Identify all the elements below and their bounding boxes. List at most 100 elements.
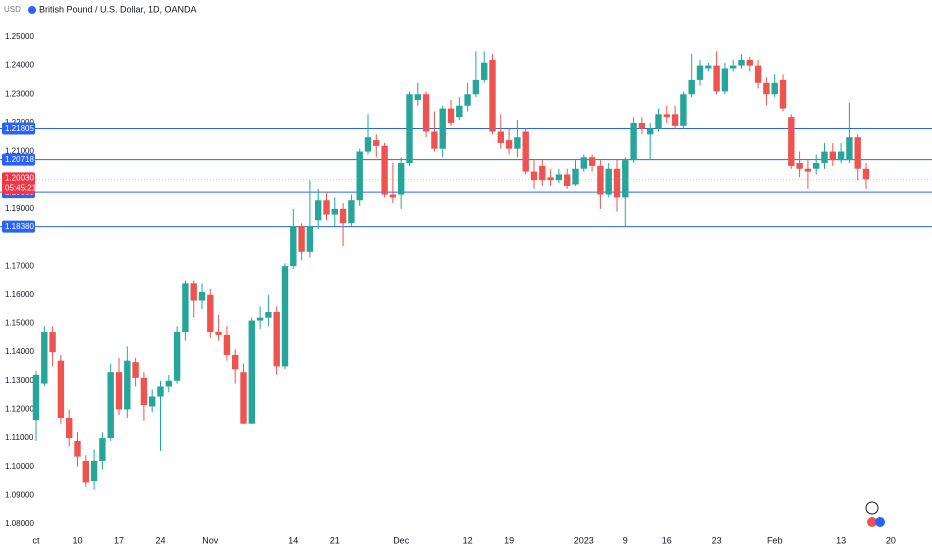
candle-body	[273, 311, 280, 367]
countdown: 05:45:21	[5, 183, 37, 192]
y-tick-label: 1.13000	[5, 376, 34, 385]
candle-body	[829, 151, 836, 161]
candle-body	[431, 131, 438, 149]
candle-body	[613, 168, 621, 198]
candle-body	[539, 165, 546, 181]
candle-body	[837, 151, 845, 161]
candle-body	[41, 332, 48, 384]
candle-body	[763, 82, 770, 95]
y-tick-label: 1.14000	[5, 347, 34, 356]
candle-body	[232, 354, 239, 370]
x-tick-label: Feb	[767, 535, 783, 545]
candle-body	[157, 386, 164, 397]
candle-body	[630, 122, 637, 161]
candle-body	[190, 283, 197, 301]
candle-body	[497, 131, 504, 143]
price-label-box	[2, 220, 35, 233]
y-tick-label: 1.24000	[5, 61, 34, 70]
y-tick-label: 1.08000	[5, 519, 34, 528]
x-tick-label: 24	[155, 535, 165, 545]
candle-body	[149, 396, 156, 407]
flag-icon[interactable]	[875, 517, 885, 527]
candle-body	[522, 131, 529, 172]
candle-body	[406, 94, 413, 164]
candle-body	[414, 94, 421, 100]
y-tick-label: 1.19000	[5, 204, 34, 213]
candle-body	[306, 226, 314, 252]
price-label: 1.20718	[5, 155, 34, 164]
y-tick-label: 1.25000	[5, 32, 34, 41]
candle-body	[140, 377, 148, 406]
candle-body	[132, 362, 139, 378]
x-tick-label: 17	[114, 535, 124, 545]
candle-body	[173, 332, 181, 381]
candle-body	[182, 283, 189, 333]
candle-body	[647, 128, 654, 135]
x-tick-label: Dec	[393, 535, 410, 545]
plot: 1.250001.240001.230001.220001.210001.190…	[0, 32, 932, 545]
candle-body	[754, 65, 762, 83]
candle-body	[505, 140, 513, 149]
candle-body	[705, 65, 712, 69]
candle-body	[240, 372, 247, 424]
candle-body	[356, 151, 363, 201]
event-icon[interactable]	[865, 501, 879, 515]
x-tick-label: ct	[32, 535, 40, 545]
candle-body	[638, 122, 646, 129]
x-tick-label: 16	[662, 535, 672, 545]
y-tick-label: 1.17000	[5, 261, 34, 270]
y-tick-label: 1.23000	[5, 89, 34, 98]
candle-body	[364, 137, 372, 152]
candle-body	[315, 200, 322, 221]
y-tick-label: 1.15000	[5, 319, 34, 328]
candle-body	[489, 59, 496, 132]
candle-body	[223, 334, 231, 355]
candle-body	[66, 417, 73, 439]
chart-title: British Pound / U.S. Dollar, 1D, OANDA	[39, 4, 197, 14]
candle-body	[256, 317, 264, 321]
candle-body	[779, 79, 787, 109]
candle-body	[265, 311, 272, 318]
candle-body	[622, 160, 629, 198]
candle-body	[688, 79, 695, 95]
x-tick-label: 20	[886, 535, 896, 545]
x-tick-label: 21	[330, 535, 340, 545]
candle-body	[124, 360, 131, 410]
candle-body	[215, 332, 222, 335]
candle-body	[804, 168, 812, 172]
x-tick-label: Nov	[202, 535, 219, 545]
candle-body	[439, 108, 446, 149]
candle-body	[862, 168, 870, 180]
candle-body	[771, 82, 778, 95]
candle-body	[572, 168, 579, 185]
y-tick-label: 1.21000	[5, 147, 34, 156]
y-tick-label: 1.10000	[5, 462, 34, 471]
candle-body	[854, 137, 861, 169]
x-tick-label: 14	[288, 535, 298, 545]
candle-body	[464, 94, 471, 106]
candle-body	[447, 108, 455, 123]
candle-body	[373, 140, 380, 146]
x-tick-label: 10	[72, 535, 82, 545]
candle-body	[821, 151, 828, 164]
flag-icon[interactable]	[867, 517, 877, 527]
x-tick-label: 19	[504, 535, 514, 545]
candle-body	[481, 62, 488, 80]
price-label: 1.21805	[5, 124, 34, 133]
candle-body	[846, 137, 853, 161]
current-price-label: 1.20030	[5, 173, 34, 182]
candle-body	[605, 168, 612, 195]
candle-body	[564, 174, 571, 186]
candle-body	[99, 438, 106, 461]
candle-body	[680, 94, 687, 126]
candle-body	[655, 114, 662, 129]
candle-body	[547, 177, 554, 181]
current-price-box	[2, 172, 35, 195]
price-label-box	[2, 153, 35, 166]
candle-body	[107, 372, 114, 439]
candle-body	[207, 294, 214, 333]
axis-label: USD	[4, 5, 21, 14]
candle-body	[281, 266, 289, 367]
